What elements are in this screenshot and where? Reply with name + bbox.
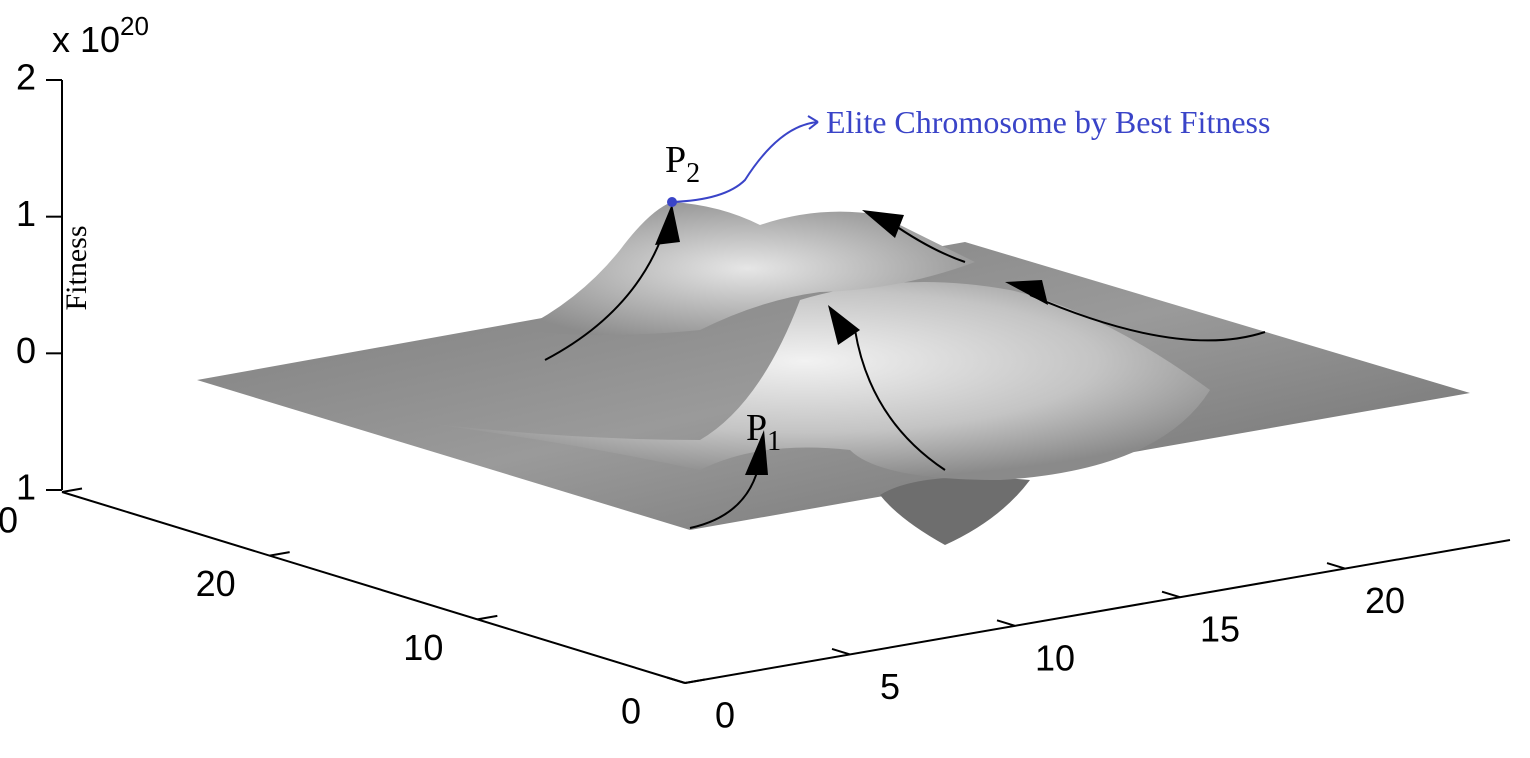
annotation-connector bbox=[671, 121, 819, 203]
z-tick-label: 0 bbox=[16, 330, 36, 371]
x-tick-label: 15 bbox=[1200, 609, 1240, 650]
x-axis bbox=[684, 539, 1511, 684]
annotation-sub: 2 bbox=[686, 158, 700, 189]
x-tick bbox=[996, 619, 1016, 627]
surface-ridge bbox=[400, 282, 1210, 480]
annotation-sub: 1 bbox=[767, 426, 781, 457]
y-tick bbox=[61, 487, 83, 493]
y-tick-label: 10 bbox=[403, 627, 443, 668]
z-tick-label: 1 bbox=[16, 467, 36, 508]
x-tick-label: 5 bbox=[880, 666, 900, 707]
z-offset-exponent: 20 bbox=[120, 11, 149, 41]
x-tick bbox=[1161, 590, 1181, 599]
annotation-text: P bbox=[665, 139, 686, 181]
z-offset-base: x 10 bbox=[52, 19, 120, 60]
arrow bbox=[854, 329, 946, 471]
x-tick bbox=[666, 676, 686, 684]
arrowhead bbox=[655, 204, 680, 245]
arrowhead bbox=[862, 210, 904, 238]
annotation-elite: Elite Chromosome by Best Fitness bbox=[826, 104, 1270, 140]
annotation-p1: P1 bbox=[746, 407, 781, 457]
y-tick bbox=[684, 678, 706, 684]
y-tick bbox=[477, 614, 498, 621]
y-tick-label: 20 bbox=[196, 563, 236, 604]
arrow bbox=[1029, 294, 1266, 342]
arrowheads bbox=[655, 204, 1048, 475]
y-tick bbox=[269, 551, 290, 557]
arrowhead bbox=[745, 430, 768, 475]
elite-point bbox=[667, 197, 677, 207]
z-tick-label: 2 bbox=[16, 57, 36, 98]
annotation-p2: P2 bbox=[665, 139, 700, 189]
surface bbox=[197, 202, 1470, 545]
x-tick bbox=[831, 647, 851, 656]
annotation-arrowhead bbox=[807, 115, 819, 130]
y-axis bbox=[61, 491, 686, 684]
x-tick-label: 0 bbox=[715, 695, 735, 736]
z-offset: x 1020 bbox=[52, 11, 149, 60]
z-tick-label: 1 bbox=[16, 193, 36, 234]
x-tick-label: 10 bbox=[1035, 637, 1075, 678]
arrowhead bbox=[828, 305, 860, 345]
x-tick-label: 20 bbox=[1365, 580, 1405, 621]
arrowhead bbox=[1005, 280, 1048, 305]
annotation-text: P bbox=[746, 407, 767, 449]
z-axis-label: Fitness bbox=[60, 225, 93, 310]
surface-trough bbox=[880, 477, 1030, 545]
y-tick-label: 0 bbox=[621, 691, 641, 732]
surface-peak bbox=[520, 202, 975, 335]
y-tick-label: 0 bbox=[0, 500, 18, 541]
x-tick bbox=[1326, 562, 1346, 570]
